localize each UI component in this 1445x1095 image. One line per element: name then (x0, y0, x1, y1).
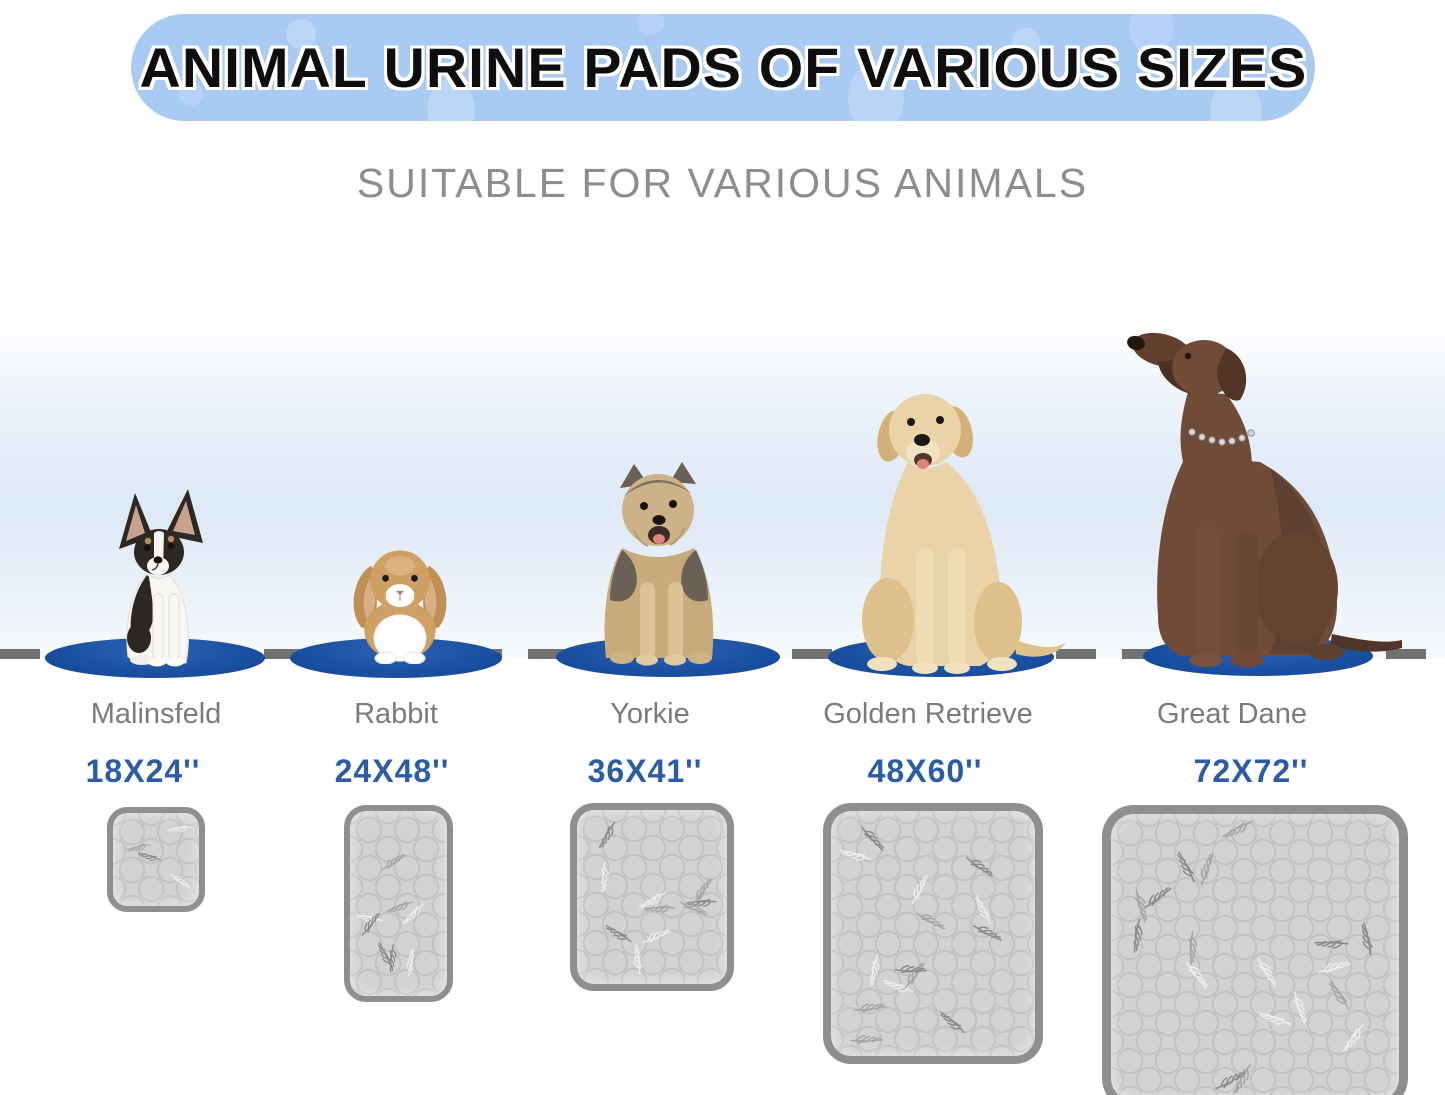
subtitle: SUITABLE FOR VARIOUS ANIMALS (356, 160, 1089, 206)
pad-preview-36x41 (570, 803, 734, 991)
leaf-pattern-icon (171, 869, 192, 894)
animal-name-rabbit: Rabbit (354, 698, 438, 730)
leaf-pattern-icon (939, 1005, 966, 1039)
golden-retriever-illustration (862, 394, 1066, 674)
leaf-pattern-icon (355, 912, 385, 936)
great-dane-illustration (1127, 332, 1402, 667)
leaf-pattern-icon (644, 895, 676, 921)
leaf-pattern-icon (850, 1026, 884, 1054)
leaf-pattern-icon (1257, 956, 1277, 988)
animal-name-golden-retrieve: Golden Retrieve (823, 698, 1033, 730)
pad-size-48x60: 48X60'' (867, 753, 983, 789)
leaf-pattern-icon (397, 947, 425, 977)
rabbit-illustration (353, 550, 447, 664)
leaf-pattern-icon (126, 839, 151, 857)
main-title: ANIMAL URINE PADS OF VARIOUS SIZES (139, 36, 1307, 99)
leaf-pattern-icon (166, 819, 192, 839)
leaf-pattern-icon (1318, 955, 1352, 979)
leaf-pattern-icon (1129, 889, 1153, 923)
pad-size-36x41: 36X41'' (587, 753, 703, 789)
title-banner: ANIMAL URINE PADS OF VARIOUS SIZES (131, 14, 1315, 121)
chihuahua-illustration (119, 489, 203, 667)
leaf-pattern-icon (1314, 929, 1350, 959)
leaf-pattern-icon (604, 918, 632, 950)
pad-preview-18x24 (107, 807, 205, 912)
leaf-pattern-icon (894, 955, 928, 984)
leaf-pattern-icon (858, 954, 890, 987)
leaf-pattern-icon (839, 839, 872, 871)
leaf-pattern-icon (1185, 958, 1208, 992)
leaf-pattern-icon (973, 916, 1003, 949)
leaf-pattern-icon (687, 877, 719, 904)
pad-preview-48x60 (823, 803, 1043, 1064)
leaf-pattern-icon (592, 822, 624, 850)
leaf-pattern-icon (377, 942, 393, 969)
leaf-pattern-icon (1177, 930, 1207, 966)
leaf-pattern-icon (1335, 1024, 1371, 1053)
leaf-pattern-icon (861, 822, 885, 855)
leaf-pattern-icon (882, 970, 914, 1002)
leaf-pattern-icon (916, 903, 946, 937)
leaf-pattern-icon (903, 874, 936, 905)
pad-size-24x48: 24X48'' (334, 753, 450, 789)
leaf-pattern-icon (1141, 886, 1175, 909)
leaf-pattern-icon (966, 850, 994, 883)
leaf-pattern-icon (1288, 991, 1311, 1025)
leaf-pattern-icon (854, 995, 887, 1021)
leaf-pattern-icon (355, 905, 384, 933)
leaf-pattern-icon (1215, 1071, 1246, 1089)
pad-preview-72x72 (1102, 805, 1408, 1095)
leaf-pattern-icon (679, 892, 709, 924)
leaf-pattern-icon (137, 844, 162, 869)
animal-name-malinsfeld: Malinsfeld (90, 698, 222, 730)
leaf-pattern-icon (1354, 922, 1380, 957)
leaf-pattern-icon (686, 890, 718, 916)
leaf-pattern-icon (1257, 1001, 1291, 1036)
leaf-pattern-icon (1328, 979, 1349, 1011)
leaf-pattern-icon (638, 892, 667, 909)
leaf-pattern-icon (1224, 1063, 1260, 1095)
pad-size-72x72: 72X72'' (1193, 753, 1309, 789)
leaf-pattern-icon (380, 853, 407, 871)
leaf-pattern-icon (590, 861, 618, 893)
leaf-pattern-icon (974, 894, 992, 924)
animal-name-yorkie: Yorkie (610, 698, 690, 730)
leaf-pattern-icon (385, 898, 413, 917)
leaf-pattern-icon (1189, 851, 1224, 885)
leaf-pattern-icon (379, 944, 406, 974)
leaf-pattern-icon (897, 962, 931, 989)
animal-name-great-dane: Great Dane (1157, 698, 1307, 730)
leaf-pattern-icon (399, 903, 428, 925)
pad-preview-24x48 (344, 805, 453, 1002)
leaf-pattern-icon (1177, 852, 1195, 883)
pad-size-18x24: 18X24'' (85, 753, 201, 789)
yorkie-illustration (604, 462, 714, 666)
leaf-pattern-icon (1121, 919, 1153, 954)
leaf-pattern-icon (642, 927, 671, 946)
leaf-pattern-icon (1222, 820, 1253, 838)
leaf-pattern-icon (625, 943, 651, 975)
